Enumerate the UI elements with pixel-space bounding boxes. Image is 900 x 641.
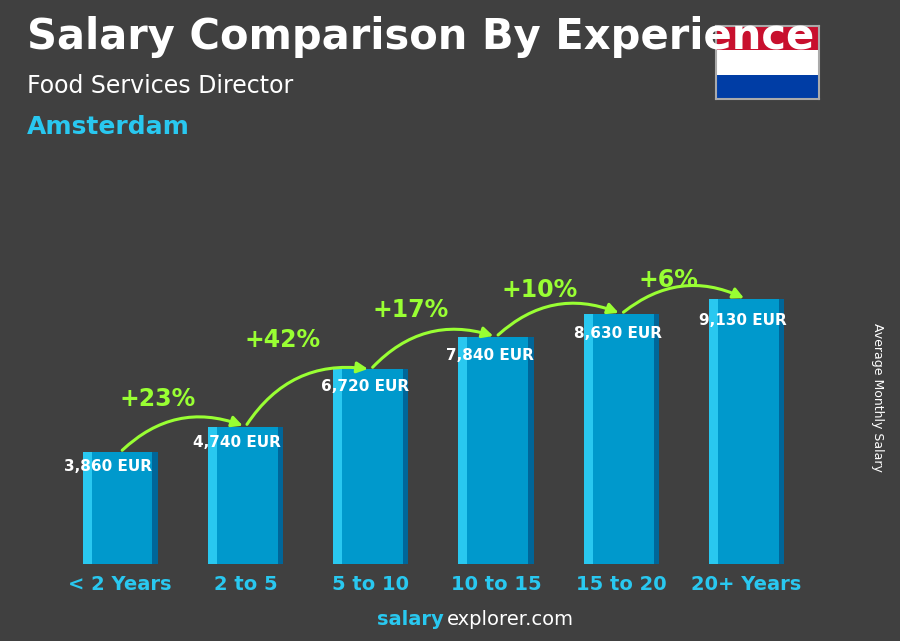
Bar (467, 337, 528, 564)
Text: Average Monthly Salary: Average Monthly Salary (871, 323, 884, 472)
Bar (83, 452, 92, 564)
Text: 6,720 EUR: 6,720 EUR (320, 379, 409, 394)
Bar (709, 299, 718, 564)
Bar (716, 26, 819, 50)
Bar (778, 299, 784, 564)
Bar (593, 314, 653, 564)
Text: 9,130 EUR: 9,130 EUR (699, 313, 787, 328)
Bar (718, 299, 778, 564)
Text: +17%: +17% (373, 297, 449, 322)
Bar (217, 427, 278, 564)
Text: Salary Comparison By Experience: Salary Comparison By Experience (27, 16, 814, 58)
Text: +23%: +23% (120, 387, 196, 412)
Bar (278, 427, 283, 564)
Bar (152, 452, 158, 564)
Bar (92, 452, 152, 564)
Text: 7,840 EUR: 7,840 EUR (446, 348, 534, 363)
Text: Amsterdam: Amsterdam (27, 115, 190, 139)
Bar (403, 369, 409, 564)
Text: 4,740 EUR: 4,740 EUR (193, 435, 281, 450)
Text: 8,630 EUR: 8,630 EUR (573, 326, 661, 342)
Text: +10%: +10% (501, 278, 578, 302)
Bar (342, 369, 403, 564)
Bar (716, 75, 819, 99)
Bar (208, 427, 217, 564)
Bar (653, 314, 659, 564)
Text: +6%: +6% (639, 267, 698, 292)
Bar (458, 337, 467, 564)
Text: salary: salary (377, 610, 444, 629)
Text: +42%: +42% (245, 328, 321, 352)
Bar (716, 50, 819, 75)
Text: 3,860 EUR: 3,860 EUR (64, 459, 152, 474)
Text: Food Services Director: Food Services Director (27, 74, 293, 97)
Bar (333, 369, 342, 564)
Bar (584, 314, 593, 564)
Bar (528, 337, 534, 564)
Text: explorer.com: explorer.com (446, 610, 573, 629)
